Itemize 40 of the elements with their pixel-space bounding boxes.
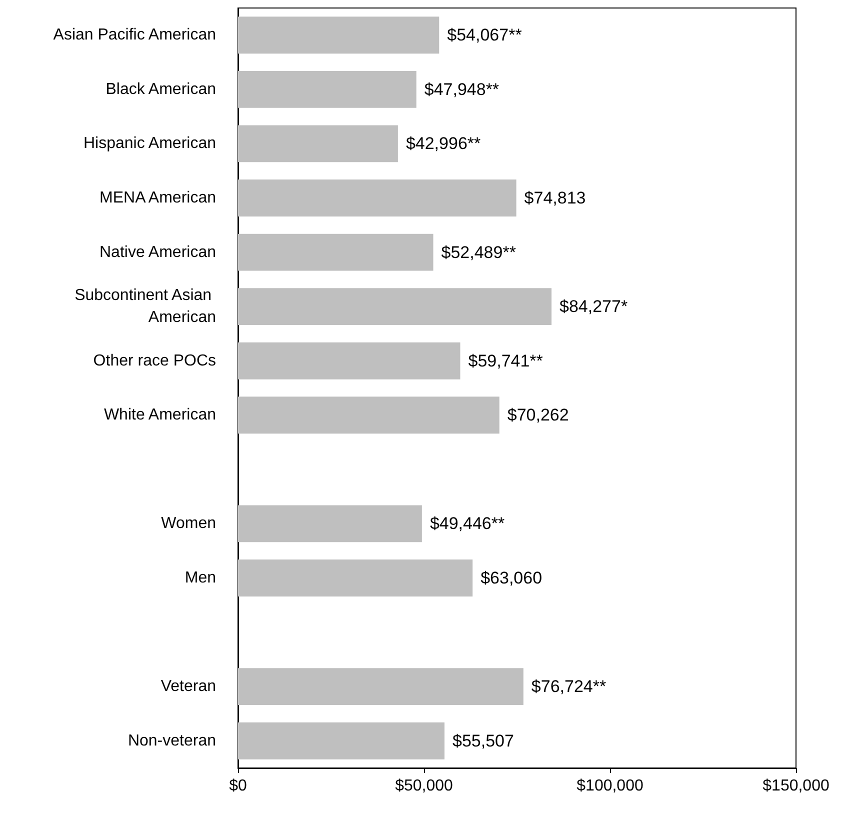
data-label: $55,507 <box>452 731 514 750</box>
bar <box>238 70 416 108</box>
bar <box>238 234 434 271</box>
data-label: $49,446** <box>430 514 506 534</box>
data-label: $70,262 <box>507 406 569 425</box>
y-tick-label: Native American <box>100 244 216 261</box>
bar <box>238 668 524 706</box>
data-label: $76,724** <box>531 677 606 696</box>
y-tick-label: Veteran <box>160 678 216 696</box>
x-tick-label: $0 <box>229 778 247 794</box>
bar <box>238 396 500 434</box>
y-tick-label: Black American <box>106 80 216 98</box>
x-tick-label: $150,000 <box>762 778 830 794</box>
y-tick-label: Subcontinent Asian American <box>74 287 216 326</box>
y-tick-label: Non-veteran <box>128 732 216 750</box>
bar <box>238 560 473 596</box>
bar <box>238 180 516 216</box>
data-label: $59,741** <box>468 351 544 370</box>
bar <box>238 288 552 326</box>
x-tick-label: $50,000 <box>395 778 454 794</box>
data-label: $52,489** <box>441 242 516 262</box>
bar <box>238 16 440 54</box>
bar <box>238 505 422 542</box>
data-label: $47,948** <box>424 80 500 99</box>
data-label: $54,067** <box>447 26 522 45</box>
y-tick-label: White American <box>104 406 216 424</box>
bar <box>238 342 460 380</box>
y-tick-label: Men <box>184 570 216 586</box>
y-tick-label: MENA American <box>100 190 216 206</box>
data-label: $42,996** <box>406 134 482 154</box>
y-tick-label: Asian Pacific American <box>53 26 216 44</box>
data-label: $63,060 <box>480 568 542 588</box>
x-tick-label: $100,000 <box>576 778 644 794</box>
data-label: $84,277* <box>560 297 628 316</box>
data-label: $74,813 <box>524 188 586 208</box>
y-tick-label: Hispanic American <box>84 135 216 152</box>
y-tick-label: Women <box>161 515 216 532</box>
y-tick-label: Other race POCs <box>93 352 216 370</box>
bar <box>238 125 398 162</box>
bar <box>238 722 444 760</box>
